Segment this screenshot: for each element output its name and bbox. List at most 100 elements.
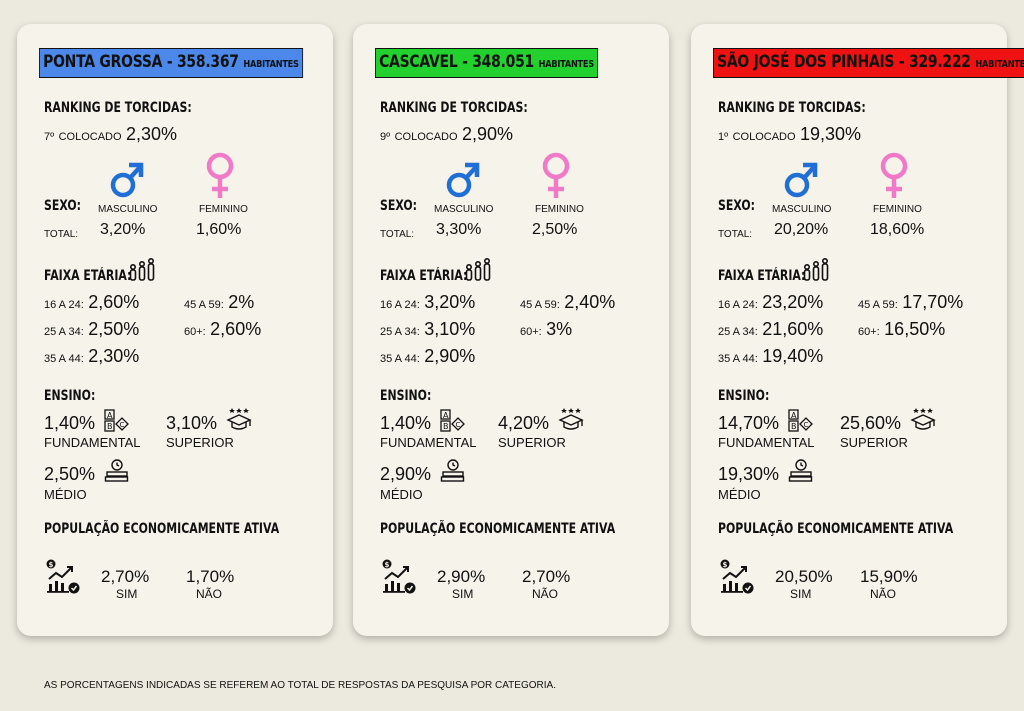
masculino-value: 20,20% (774, 221, 829, 238)
abc-blocks-icon: A B C (104, 409, 129, 432)
masculino-label: MASCULINO (98, 204, 158, 215)
age-25-34-value: 3,10% (424, 319, 476, 339)
feminino-label: FEMININO (199, 204, 248, 215)
female-icon (880, 152, 908, 198)
male-icon (446, 162, 480, 198)
masculino-value: 3,20% (100, 221, 146, 238)
age-60-label: 60+: (858, 326, 880, 338)
city-title: CASCAVEL - 348.051 HABITANTES (375, 48, 599, 78)
age-25-34: 25 A 34: 2,50% (44, 319, 139, 340)
age-45-59: 45 A 59: 17,70% (858, 292, 963, 313)
age-35-44: 35 A 44: 19,40% (718, 346, 823, 367)
ranking-position: 9º (380, 131, 391, 143)
pea-nao-value: 2,70% (522, 567, 571, 586)
age-35-44-label: 35 A 44: (44, 353, 84, 365)
svg-text:B: B (443, 422, 449, 431)
ensino-heading: ENSINO: (718, 388, 770, 404)
graduation-cap-icon (558, 408, 584, 430)
pea-nao-value: 15,90% (860, 567, 918, 586)
colocado-label: COLOCADO (394, 131, 458, 143)
pea-heading: POPULAÇÃO ECONOMICAMENTE ATIVA (718, 521, 954, 537)
ranking-value: 1º COLOCADO 19,30% (718, 124, 861, 145)
svg-text:B: B (107, 422, 113, 431)
female-icon (542, 152, 570, 198)
age-16-24-label: 16 A 24: (44, 299, 84, 311)
medio-value: 19,30% (718, 464, 780, 484)
pea-heading: POPULAÇÃO ECONOMICAMENTE ATIVA (380, 521, 616, 537)
age-35-44: 35 A 44: 2,30% (44, 346, 139, 367)
habitantes-label: HABITANTES (975, 59, 1024, 70)
ensino-heading: ENSINO: (44, 388, 96, 404)
svg-text:$: $ (49, 561, 54, 569)
age-35-44-label: 35 A 44: (718, 353, 758, 365)
svg-text:$: $ (723, 561, 728, 569)
city-card-cascavel: CASCAVEL - 348.051 HABITANTES RANKING DE… (353, 24, 669, 636)
superior-label: SUPERIOR (840, 435, 908, 450)
svg-text:C: C (120, 421, 125, 429)
ranking-heading: RANKING DE TORCIDAS: (718, 100, 866, 116)
age-25-34-label: 25 A 34: (380, 326, 420, 338)
male-icon (784, 162, 818, 198)
pea-sim-label: SIM (790, 587, 812, 601)
feminino-label: FEMININO (873, 204, 922, 215)
svg-text:A: A (107, 411, 113, 420)
svg-text:A: A (443, 411, 449, 420)
pea-sim-value: 2,90% (437, 567, 486, 586)
city-card-ponta-grossa: PONTA GROSSA - 358.367 HABITANTES RANKIN… (17, 24, 333, 636)
faixa-etaria-heading: FAIXA ETÁRIA: (44, 268, 132, 284)
medio-label: MÉDIO (44, 487, 87, 502)
sexo-heading: SEXO: (380, 198, 418, 214)
graduation-cap-icon (226, 408, 252, 430)
fundamental-label: FUNDAMENTAL (718, 435, 815, 450)
sexo-heading: SEXO: (718, 198, 756, 214)
superior-value: 25,60% (840, 413, 902, 433)
total-label: TOTAL: (44, 229, 79, 240)
pea-sim-value: 2,70% (101, 567, 150, 586)
faixa-etaria-heading: FAIXA ETÁRIA: (718, 268, 806, 284)
age-60-plus: 60+: 16,50% (858, 319, 945, 340)
ranking-position: 1º (718, 131, 729, 143)
age-60-plus: 60+: 2,60% (184, 319, 261, 340)
pea-nao-label: NÃO (532, 587, 559, 601)
age-16-24: 16 A 24: 2,60% (44, 292, 139, 313)
pea-nao-label: NÃO (196, 587, 223, 601)
age-16-24-value: 2,60% (88, 292, 140, 312)
age-45-59-label: 45 A 59: (858, 299, 898, 311)
age-25-34-label: 25 A 34: (718, 326, 758, 338)
economy-chart-icon: $ (382, 559, 416, 594)
age-25-34-label: 25 A 34: (44, 326, 84, 338)
age-35-44-value: 19,40% (762, 346, 824, 366)
age-16-24-label: 16 A 24: (718, 299, 758, 311)
pea-sim-label: SIM (452, 587, 474, 601)
age-60-plus: 60+: 3% (520, 319, 572, 340)
habitantes-label: HABITANTES (538, 59, 595, 70)
footnote: AS PORCENTAGENS INDICADAS SE REFEREM AO … (44, 680, 556, 691)
sexo-heading: SEXO: (44, 198, 82, 214)
fundamental-label: FUNDAMENTAL (44, 435, 141, 450)
fundamental-value: 1,40% (380, 413, 432, 433)
age-45-59: 45 A 59: 2,40% (520, 292, 615, 313)
ranking-heading: RANKING DE TORCIDAS: (380, 100, 528, 116)
svg-text:C: C (804, 421, 809, 429)
superior-label: SUPERIOR (498, 435, 566, 450)
svg-text:A: A (791, 411, 797, 420)
colocado-label: COLOCADO (58, 131, 122, 143)
abc-blocks-icon: A B C (440, 409, 465, 432)
pea-nao-value: 1,70% (186, 567, 235, 586)
age-35-44-label: 35 A 44: (380, 353, 420, 365)
male-icon (110, 162, 144, 198)
svg-text:$: $ (385, 561, 390, 569)
feminino-value: 18,60% (870, 221, 925, 238)
superior-value: 4,20% (498, 413, 550, 433)
superior-value: 3,10% (166, 413, 218, 433)
abc-blocks-icon: A B C (788, 409, 813, 432)
age-60-label: 60+: (520, 326, 542, 338)
people-bars-icon (129, 258, 155, 281)
age-45-59: 45 A 59: 2% (184, 292, 254, 313)
age-45-59-label: 45 A 59: (520, 299, 560, 311)
age-60-value: 3% (546, 319, 573, 339)
medio-label: MÉDIO (718, 487, 761, 502)
total-label: TOTAL: (718, 229, 753, 240)
age-45-59-label: 45 A 59: (184, 299, 224, 311)
economy-chart-icon: $ (46, 559, 80, 594)
